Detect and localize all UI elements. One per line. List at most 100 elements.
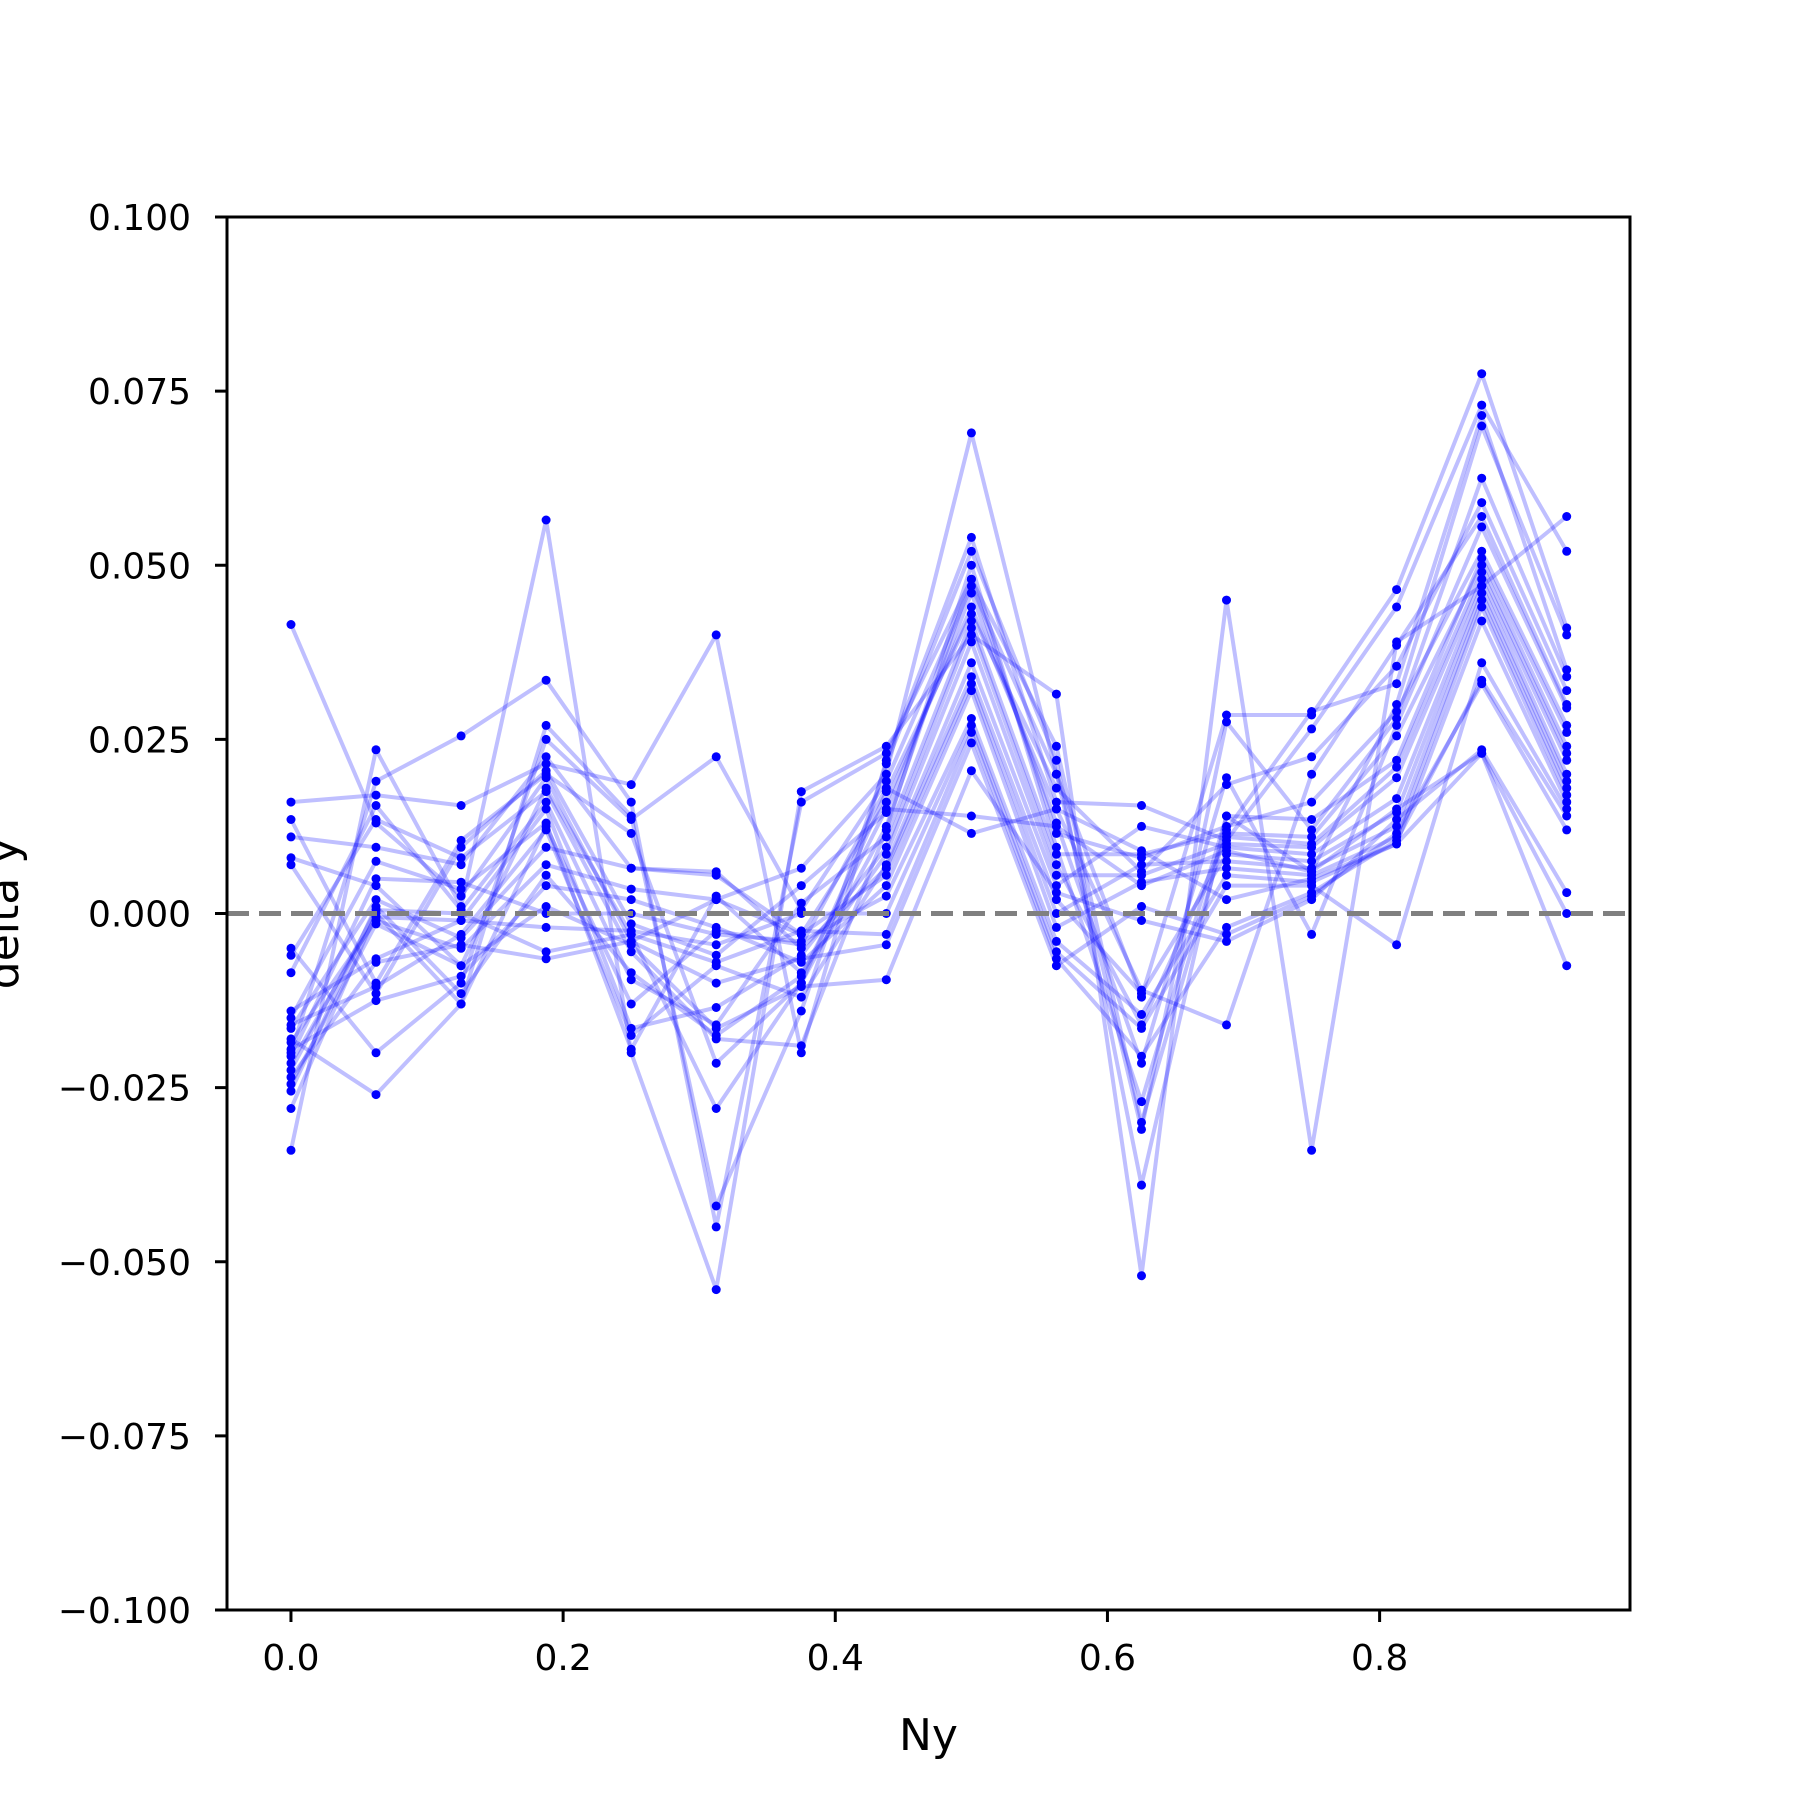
data-point bbox=[1477, 581, 1487, 591]
data-point bbox=[796, 797, 806, 807]
series-line-24 bbox=[289, 751, 1569, 1092]
data-point bbox=[966, 766, 976, 776]
data-point bbox=[966, 623, 976, 633]
series-line-4 bbox=[289, 413, 1569, 1229]
data-point bbox=[1051, 909, 1061, 918]
y-tick-label: −0.075 bbox=[58, 1417, 191, 1458]
data-point bbox=[286, 1037, 296, 1047]
data-point bbox=[1222, 936, 1231, 946]
data-point bbox=[626, 1023, 636, 1033]
data-point bbox=[1477, 574, 1487, 584]
data-point bbox=[1562, 727, 1572, 737]
data-point bbox=[1222, 846, 1231, 856]
data-point bbox=[371, 790, 381, 800]
data-point bbox=[1562, 961, 1572, 971]
data-point bbox=[626, 968, 636, 978]
data-point bbox=[371, 1090, 381, 1100]
data-point bbox=[456, 731, 466, 741]
data-point bbox=[286, 853, 296, 863]
data-point bbox=[966, 811, 976, 821]
data-point bbox=[541, 787, 551, 797]
data-point bbox=[1222, 881, 1231, 891]
data-point bbox=[541, 759, 551, 769]
data-point bbox=[1477, 748, 1487, 758]
data-point bbox=[881, 832, 891, 842]
data-point bbox=[541, 860, 551, 870]
series-line-1 bbox=[289, 371, 1569, 1000]
data-point bbox=[286, 1065, 296, 1075]
data-point bbox=[966, 609, 976, 619]
series-line-18 bbox=[290, 605, 1569, 1052]
data-point bbox=[1477, 546, 1487, 556]
data-point bbox=[286, 1051, 296, 1061]
y-tick-label: −0.025 bbox=[58, 1069, 191, 1110]
data-point bbox=[1562, 825, 1572, 835]
data-point bbox=[1562, 630, 1572, 640]
data-point bbox=[1137, 1117, 1146, 1127]
data-point bbox=[1051, 821, 1061, 831]
data-point bbox=[541, 675, 551, 685]
data-point bbox=[541, 734, 551, 744]
data-point bbox=[796, 971, 806, 981]
x-tick-label: 0.4 bbox=[807, 1638, 864, 1679]
series-line-12 bbox=[289, 563, 1569, 1027]
data-point bbox=[541, 720, 551, 730]
data-point bbox=[966, 560, 976, 570]
data-point bbox=[881, 741, 891, 751]
data-point bbox=[286, 1023, 296, 1033]
series-line-15 bbox=[290, 584, 1569, 1038]
data-point bbox=[1562, 804, 1572, 814]
data-point bbox=[1051, 689, 1061, 699]
data-point bbox=[1137, 916, 1146, 925]
data-point bbox=[1392, 640, 1402, 650]
data-point bbox=[1222, 922, 1231, 932]
data-point bbox=[1222, 832, 1231, 842]
data-point bbox=[881, 929, 891, 939]
data-point bbox=[1477, 553, 1487, 563]
data-point bbox=[1477, 567, 1487, 577]
data-point bbox=[711, 1003, 721, 1012]
y-tick-label: −0.100 bbox=[58, 1591, 191, 1632]
data-point bbox=[966, 658, 976, 668]
data-point bbox=[286, 1086, 296, 1096]
data-point bbox=[1307, 797, 1317, 807]
data-point bbox=[1307, 842, 1317, 852]
data-point bbox=[371, 745, 381, 755]
data-point bbox=[1392, 762, 1402, 772]
data-point bbox=[286, 815, 296, 824]
data-point bbox=[1137, 1271, 1146, 1281]
data-point bbox=[966, 720, 976, 730]
data-point bbox=[541, 922, 551, 932]
series-line-16 bbox=[289, 591, 1569, 1030]
data-point bbox=[1562, 783, 1572, 793]
data-point bbox=[1477, 473, 1487, 483]
data-point bbox=[286, 1006, 296, 1016]
data-point bbox=[1477, 498, 1487, 508]
series-line-11 bbox=[289, 556, 1569, 1104]
data-point bbox=[1137, 1051, 1146, 1061]
data-point bbox=[1307, 707, 1317, 716]
data-point bbox=[1137, 1124, 1146, 1134]
data-point bbox=[966, 532, 976, 542]
data-point bbox=[881, 870, 891, 880]
data-point bbox=[1392, 815, 1402, 824]
data-point bbox=[881, 769, 891, 779]
data-point bbox=[1392, 821, 1402, 831]
data-point bbox=[796, 954, 806, 964]
data-point bbox=[881, 863, 891, 873]
data-point bbox=[881, 842, 891, 852]
data-point bbox=[966, 630, 976, 640]
data-point bbox=[286, 832, 296, 842]
data-point bbox=[1307, 867, 1317, 877]
data-point bbox=[966, 679, 976, 689]
data-point bbox=[541, 902, 551, 911]
data-point bbox=[1051, 881, 1061, 891]
data-point bbox=[711, 1201, 721, 1211]
data-point bbox=[1307, 832, 1317, 842]
data-point bbox=[1562, 672, 1572, 682]
data-point bbox=[626, 919, 636, 929]
data-point bbox=[711, 867, 721, 877]
data-point bbox=[371, 842, 381, 852]
data-point bbox=[456, 971, 466, 981]
